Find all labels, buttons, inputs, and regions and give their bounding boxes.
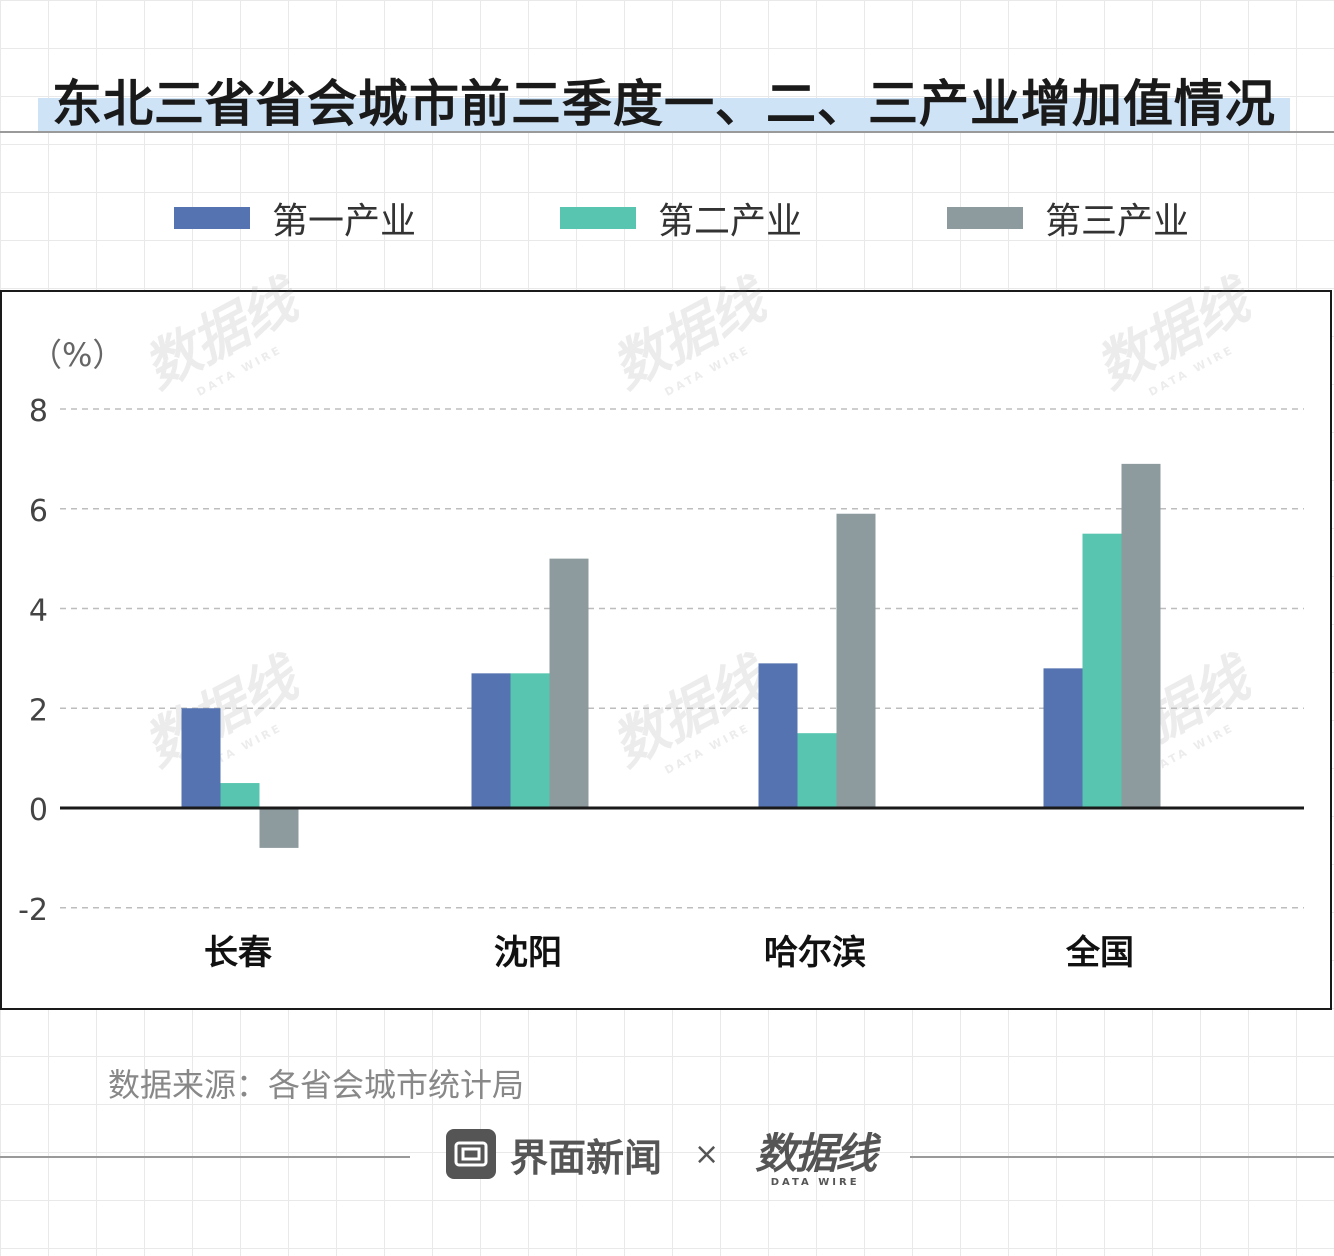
title-highlight	[38, 98, 1290, 132]
bar	[797, 733, 837, 808]
data-source: 数据来源：各省会城市统计局	[108, 1066, 525, 1104]
x-category-label: 全国	[1065, 933, 1134, 973]
x-category-label: 哈尔滨	[764, 933, 866, 973]
chart-legend: 第一产业 第二产业 第三产业	[0, 196, 1334, 242]
bar	[1082, 533, 1122, 808]
brand-name: 界面新闻	[510, 1135, 663, 1180]
chart-title: 东北三省省会城市前三季度一、二、三产业增加值情况	[52, 75, 1276, 133]
legend-item-tertiary: 第三产业	[947, 196, 1189, 242]
bar	[1121, 463, 1161, 808]
y-tick-label: 6	[29, 494, 48, 529]
y-tick-label: 0	[29, 793, 48, 828]
bar	[836, 513, 876, 808]
bar	[510, 673, 550, 808]
legend-swatch-primary	[174, 207, 250, 229]
brand-separator: ×	[694, 1136, 720, 1172]
legend-item-primary: 第一产业	[174, 196, 416, 242]
legend-label-secondary: 第二产业	[658, 201, 803, 242]
legend-label-tertiary: 第三产业	[1045, 201, 1190, 242]
y-axis-unit: （%）	[30, 336, 125, 374]
bar	[758, 663, 798, 808]
y-tick-label: 2	[29, 693, 48, 728]
title-bar: 东北三省省会城市前三季度一、二、三产业增加值情况	[0, 58, 1334, 138]
y-tick-label: 8	[29, 394, 48, 429]
data-wire-subtitle: DATA WIRE	[770, 1177, 860, 1188]
legend-label-primary: 第一产业	[272, 201, 417, 242]
bar	[259, 808, 299, 848]
footer-brand: 界面新闻 × 数据线 DATA WIRE	[446, 1128, 877, 1188]
title-underline	[0, 131, 1334, 133]
data-wire-mark: 数据线	[755, 1129, 877, 1178]
jiemian-logo-icon	[446, 1129, 496, 1179]
x-category-label: 长春	[204, 933, 272, 973]
legend-swatch-tertiary	[947, 207, 1023, 229]
bar	[220, 783, 260, 808]
footer-rule-left	[0, 1156, 410, 1158]
bar	[181, 708, 221, 808]
bar	[471, 673, 511, 808]
y-tick-label: -2	[18, 893, 48, 928]
bar	[1043, 668, 1083, 808]
bar	[549, 558, 589, 808]
legend-item-secondary: 第二产业	[560, 196, 802, 242]
x-category-label: 沈阳	[494, 933, 562, 973]
data-wire-logo: 数据线 DATA WIRE	[755, 1120, 877, 1188]
legend-swatch-secondary	[560, 207, 636, 229]
y-tick-label: 4	[29, 594, 48, 629]
footer-rule-right	[910, 1156, 1334, 1158]
